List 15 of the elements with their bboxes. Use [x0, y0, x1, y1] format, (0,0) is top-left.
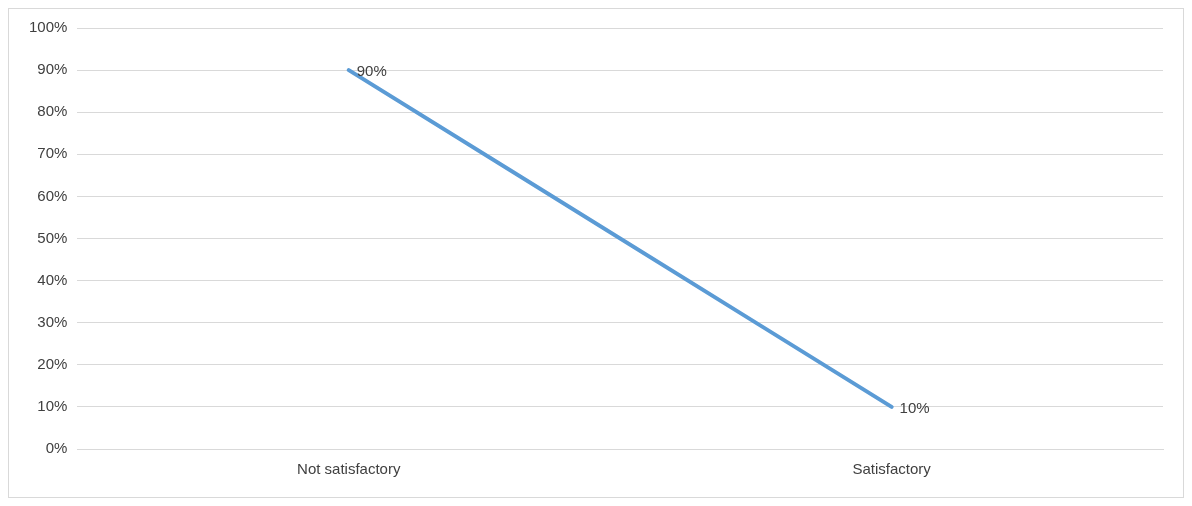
y-tick-label: 10%: [37, 397, 68, 415]
y-tick-label: 30%: [37, 312, 68, 330]
y-tick-label: 20%: [37, 354, 68, 372]
y-tick-label: 80%: [37, 102, 68, 120]
data-label: 90%: [356, 62, 387, 80]
y-tick-label: 60%: [37, 186, 68, 204]
y-tick-label: 70%: [37, 144, 68, 162]
x-tick-label: Satisfactory: [852, 460, 932, 478]
data-label: 10%: [899, 399, 930, 417]
y-tick-label: 0%: [45, 439, 68, 457]
y-tick-label: 90%: [37, 60, 68, 78]
y-tick-label: 40%: [37, 270, 68, 288]
x-tick-label: Not satisfactory: [297, 460, 401, 478]
y-tick-label: 50%: [37, 228, 68, 246]
y-tick-label: 100%: [28, 18, 68, 36]
